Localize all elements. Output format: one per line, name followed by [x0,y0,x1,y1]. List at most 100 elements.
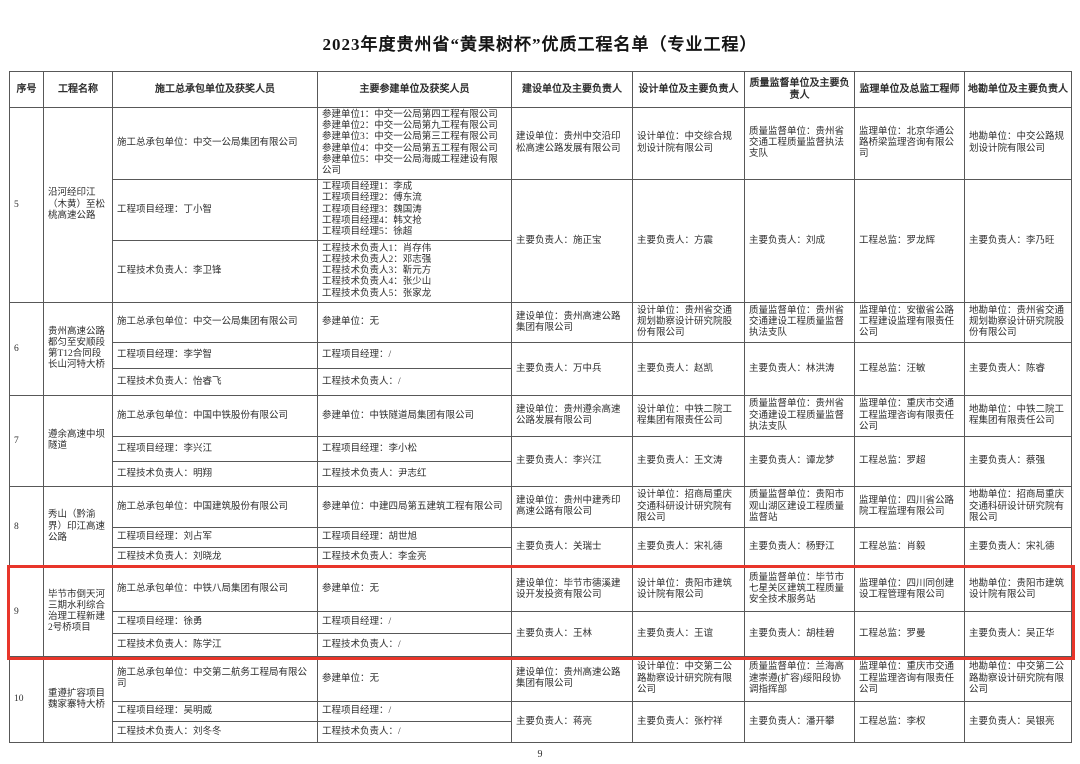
geotech-unit-cell: 地勘单位：贵州省交通规划勘察设计研究院股份有限公司 [964,302,1072,344]
construction-person-cell: 主要负责人：李兴江 [511,436,633,488]
quality-person-cell: 主要负责人：谭龙梦 [744,436,855,488]
contractor-unit-cell: 施工总承包单位：中铁八局集团有限公司 [112,567,318,613]
project-name-cell: 遵余高速中坝隧道 [43,395,113,488]
quality-unit-cell: 质量监督单位：贵阳市观山湖区建设工程质量监督站 [744,486,855,529]
quality-unit-cell: 质量监督单位：贵州省交通建设工程质量监督执法支队 [744,302,855,344]
col-header-contractor: 施工总承包单位及获奖人员 [112,71,318,108]
table-row: 6 贵州高速公路都匀至安顺段第T12合同段长山河特大桥 施工总承包单位：中交一公… [9,302,1072,397]
col-header-participants: 主要参建单位及获奖人员 [317,71,512,108]
supervision-unit-cell: 监理单位：重庆市交通工程监理咨询有限责任公司 [854,395,965,438]
participant-manager-cell: 工程项目经理：/ [317,611,512,635]
contractor-unit-cell: 施工总承包单位：中国中铁股份有限公司 [112,395,318,438]
geotech-person-cell: 主要负责人：陈睿 [964,342,1072,397]
serial-cell: 7 [9,395,44,488]
table-row-highlighted: 9 毕节市倒天河三期水利综合治理工程新建2号桥项目 施工总承包单位：中铁八局集团… [9,567,1072,658]
quality-unit-cell: 质量监督单位：兰海高速崇遵(扩容)绥阳段协调指挥部 [744,656,855,703]
table-row-highlighted: 工程项目经理：徐勇 工程项目经理：/ 主要负责人：王林 主要负责人：王谊 主要负… [10,611,1072,658]
design-person-cell: 主要负责人：方震 [632,179,745,304]
participant-tech-cell: 工程技术负责人：李金亮 [317,547,512,569]
participant-unit-cell: 参建单位：中建四局第五建筑工程有限公司 [317,486,512,529]
serial-cell: 9 [9,567,44,658]
construction-unit-cell: 建设单位：毕节市德溪建设开发投资有限公司 [511,567,633,613]
design-person-cell: 主要负责人：张柠祥 [632,701,745,744]
design-person-cell: 主要负责人：王文涛 [632,436,745,488]
col-header-project-name: 工程名称 [43,71,113,108]
col-header-design: 设计单位及主要负责人 [632,71,745,108]
table-row: 工程技术负责人：刘冬冬 工程技术负责人：/ [10,721,1072,744]
construction-person-cell: 主要负责人：施正宝 [511,179,633,304]
contractor-manager-cell: 工程项目经理：吴明威 [112,701,318,723]
participant-tech-cell: 工程技术负责人：尹志红 [317,461,512,488]
supervision-person-cell: 工程总监：李权 [854,701,965,744]
participant-tech-cell: 工程技术负责人：/ [317,368,512,397]
quality-person-cell: 主要负责人：潘开攀 [744,701,855,744]
contractor-tech-cell: 工程技术负责人：怡睿飞 [112,368,318,397]
table-row: 工程项目经理：丁小智 工程项目经理1：李成 工程项目经理2：傅东流 工程项目经理… [10,179,1072,304]
construction-unit-cell: 建设单位：贵州中交沿印松高速公路发展有限公司 [511,106,633,181]
supervision-unit-cell: 监理单位：四川省公路院工程监理有限公司 [854,486,965,529]
participant-unit-cell: 参建单位：无 [317,567,512,613]
table-row: 工程项目经理：吴明威 工程项目经理：/ 主要负责人：蒋亮 主要负责人：张柠祥 主… [10,701,1072,744]
geotech-person-cell: 主要负责人：吴正华 [964,611,1072,658]
table-row: 7 遵余高速中坝隧道 施工总承包单位：中国中铁股份有限公司 参建单位：中铁隧道局… [9,395,1072,488]
contractor-manager-cell: 工程项目经理：刘占军 [112,527,318,549]
design-person-cell: 主要负责人：宋礼德 [632,527,745,569]
contractor-manager-cell: 工程项目经理：李兴江 [112,436,318,463]
supervision-person-cell: 工程总监：罗曼 [854,611,965,658]
table-row: 工程技术负责人：怡睿飞 工程技术负责人：/ [10,368,1072,397]
design-unit-cell: 设计单位：贵州省交通规划勘察设计研究院股份有限公司 [632,302,745,344]
contractor-tech-cell: 工程技术负责人：刘晓龙 [112,547,318,569]
design-person-cell: 主要负责人：王谊 [632,611,745,658]
construction-person-cell: 主要负责人：关瑞士 [511,527,633,569]
project-name-cell: 沿河经印江（木黄）至松桃高速公路 [43,106,113,304]
quality-person-cell: 主要负责人：刘成 [744,179,855,304]
geotech-unit-cell: 地勘单位：中交公路规划设计院有限公司 [964,106,1072,181]
contractor-tech-cell: 工程技术负责人：李卫锋 [112,240,318,304]
table-row: 工程项目经理：刘占军 工程项目经理：胡世旭 主要负责人：关瑞士 主要负责人：宋礼… [10,527,1072,569]
serial-cell: 6 [9,302,44,397]
col-header-supervision: 监理单位及总监工程师 [854,71,965,108]
contractor-unit-cell: 施工总承包单位：中交一公局集团有限公司 [112,302,318,344]
construction-person-cell: 主要负责人：蒋亮 [511,701,633,744]
project-name-cell: 毕节市倒天河三期水利综合治理工程新建2号桥项目 [43,567,113,658]
participant-unit-cell: 参建单位：无 [317,656,512,703]
contractor-manager-cell: 工程项目经理：李学智 [112,342,318,370]
supervision-person-cell: 工程总监：罗龙辉 [854,179,965,304]
geotech-person-cell: 主要负责人：宋礼德 [964,527,1072,569]
col-header-quality: 质量监督单位及主要负责人 [744,71,855,108]
participant-unit-cell: 参建单位1：中交一公局第四工程有限公司 参建单位2：中交一公局第九工程有限公司 … [317,106,512,181]
geotech-unit-cell: 地勘单位：贵阳市建筑设计院有限公司 [964,567,1072,613]
col-header-serial: 序号 [9,71,44,108]
col-header-geotech: 地勘单位及主要负责人 [964,71,1072,108]
supervision-unit-cell: 监理单位：安徽省公路工程建设监理有限责任公司 [854,302,965,344]
participant-manager-cell: 工程项目经理1：李成 工程项目经理2：傅东流 工程项目经理3：魏国涛 工程项目经… [317,179,512,242]
col-header-construction: 建设单位及主要负责人 [511,71,633,108]
construction-unit-cell: 建设单位：贵州高速公路集团有限公司 [511,302,633,344]
geotech-person-cell: 主要负责人：李乃旺 [964,179,1072,304]
design-unit-cell: 设计单位：中铁二院工程集团有限责任公司 [632,395,745,438]
supervision-person-cell: 工程总监：汪敏 [854,342,965,397]
supervision-unit-cell: 监理单位：四川同创建设工程管理有限公司 [854,567,965,613]
table-row: 5 沿河经印江（木黄）至松桃高速公路 施工总承包单位：中交一公局集团有限公司 参… [9,106,1072,304]
table-row: 工程技术负责人：李卫锋 工程技术负责人1：肖存伟 工程技术负责人2：邓志强 工程… [10,240,1072,304]
design-unit-cell: 设计单位：中交第二公路勘察设计研究院有限公司 [632,656,745,703]
geotech-unit-cell: 地勘单位：中铁二院工程集团有限责任公司 [964,395,1072,438]
participant-tech-cell: 工程技术负责人：/ [317,721,512,744]
serial-cell: 5 [9,106,44,304]
participant-tech-cell: 工程技术负责人：/ [317,633,512,658]
participant-manager-cell: 工程项目经理：胡世旭 [317,527,512,549]
design-person-cell: 主要负责人：赵凯 [632,342,745,397]
table-row: 工程技术负责人：明翔 工程技术负责人：尹志红 [10,461,1072,488]
design-unit-cell: 设计单位：中交综合规划设计院有限公司 [632,106,745,181]
project-name-cell: 秀山（黔渝界）印江高速公路 [43,486,113,569]
participant-unit-cell: 参建单位：无 [317,302,512,344]
geotech-person-cell: 主要负责人：吴银亮 [964,701,1072,744]
geotech-unit-cell: 地勘单位：中交第二公路勘察设计研究院有限公司 [964,656,1072,703]
serial-cell: 10 [9,656,44,744]
design-unit-cell: 设计单位：贵阳市建筑设计院有限公司 [632,567,745,613]
contractor-manager-cell: 工程项目经理：丁小智 [112,179,318,242]
construction-person-cell: 主要负责人：万中兵 [511,342,633,397]
quality-unit-cell: 质量监督单位：贵州省交通建设工程质量监督执法支队 [744,395,855,438]
contractor-unit-cell: 施工总承包单位：中交第二航务工程局有限公司 [112,656,318,703]
